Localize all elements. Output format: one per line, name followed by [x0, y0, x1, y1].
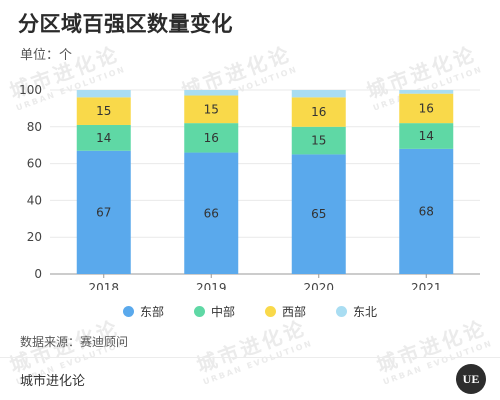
- bar-segment: [76, 124, 131, 151]
- brand-name: 城市进化论: [20, 374, 86, 389]
- unit-label: 单位：个: [20, 48, 73, 63]
- legend-label: 西部: [282, 305, 307, 319]
- data-label: 15: [311, 134, 326, 148]
- bar-segment: [291, 126, 346, 155]
- legend-item: 东部: [122, 303, 164, 320]
- bar-segment: [291, 97, 346, 127]
- legend-swatch: [265, 306, 276, 317]
- data-label: 67: [96, 205, 111, 219]
- data-label: 16: [204, 131, 219, 145]
- data-label: 65: [311, 207, 326, 221]
- data-source: 数据来源：赛迪顾问: [20, 335, 129, 349]
- x-tick-label: 2021: [411, 281, 442, 290]
- bar-segment: [184, 95, 239, 124]
- watermark: 城市进化论 URBAN EVOLUTION: [193, 315, 314, 387]
- y-tick-label: 60: [27, 157, 42, 171]
- y-tick-label: 80: [27, 120, 42, 134]
- y-tick-label: 40: [27, 193, 42, 207]
- bar-segment: [184, 152, 239, 274]
- bar-segment: [76, 97, 131, 125]
- y-tick-label: 20: [27, 230, 42, 244]
- data-label: 16: [311, 105, 326, 119]
- stacked-bar-chart: 0 20 40 60 80 100 2018 2019 2020 2021 67 14 15 66 16 1…: [19, 83, 480, 290]
- data-label: 15: [96, 104, 111, 118]
- y-tick-label: 0: [34, 267, 42, 281]
- legend-item: 西部: [265, 303, 306, 320]
- x-tick-label: 2019: [196, 281, 227, 290]
- data-label: 15: [204, 102, 219, 116]
- bar-segment: [184, 123, 239, 153]
- legend-label: 东部: [139, 305, 164, 319]
- axes: 0 20 40 60 80 100 2018 2019 2020 2021: [19, 83, 480, 290]
- bars: 67 14 15 66 16 15 65 15 16 68 14 16: [76, 90, 454, 274]
- bar-segment: [76, 90, 131, 98]
- bar-segment: [76, 150, 131, 274]
- legend-item: 东北: [336, 303, 377, 320]
- legend-swatch: [122, 306, 134, 317]
- legend-label: 东北: [353, 305, 378, 319]
- bar-segment: [399, 93, 454, 124]
- legend-label: 中部: [210, 305, 235, 319]
- chart-title: 分区域百强区数量变化: [18, 12, 233, 36]
- legend-item: 中部: [193, 303, 235, 320]
- y-tick-label: 100: [19, 83, 42, 97]
- data-label: 14: [419, 129, 434, 143]
- x-tick-label: 2020: [303, 281, 334, 290]
- legend-swatch: [336, 306, 348, 317]
- bar-segment: [399, 148, 454, 274]
- bar-segment: [291, 90, 346, 98]
- x-tick-label: 2018: [88, 281, 119, 290]
- legend-swatch: [193, 306, 205, 317]
- bar-segment: [399, 90, 454, 94]
- ue-logo: UE: [456, 364, 486, 394]
- divider: [0, 357, 500, 358]
- data-label: 66: [204, 206, 219, 220]
- data-label: 68: [419, 204, 434, 218]
- bar-segment: [184, 90, 239, 96]
- bar-segment: [291, 154, 346, 274]
- bar-segment: [399, 123, 454, 149]
- data-label: 14: [96, 131, 111, 145]
- legend: 东部 中部 西部 东北: [0, 303, 500, 320]
- data-label: 16: [419, 101, 434, 115]
